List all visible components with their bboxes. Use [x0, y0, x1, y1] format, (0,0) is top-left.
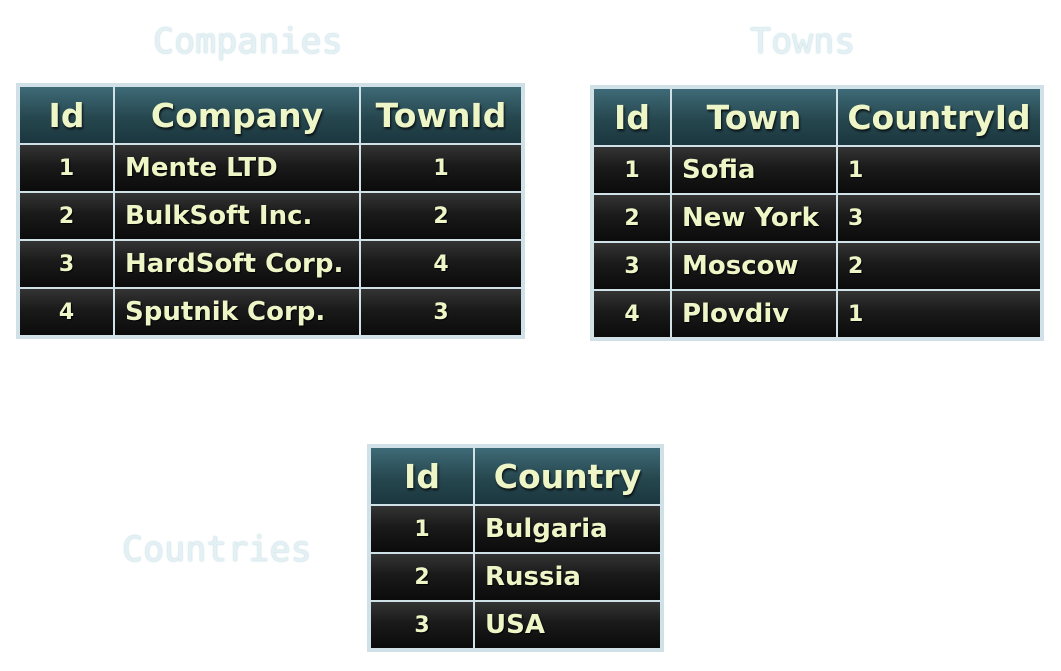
cell-id: 1: [592, 145, 672, 195]
table-row: 4 Plovdiv 1: [592, 289, 1042, 339]
cell-country: Bulgaria: [473, 504, 662, 554]
column-header-townid: TownId: [359, 85, 523, 145]
countries-table: Id Country 1 Bulgaria 2 Russia 3 USA: [369, 446, 662, 650]
cell-townid: 4: [359, 239, 523, 289]
cell-id: 2: [592, 193, 672, 243]
table-row: 1 Mente LTD 1: [18, 143, 523, 193]
table-header-row: Id Country: [369, 446, 662, 506]
companies-caption: Companies: [153, 22, 343, 62]
column-header-id: Id: [369, 446, 475, 506]
cell-townid: 2: [359, 191, 523, 241]
cell-id: 1: [18, 143, 115, 193]
column-header-town: Town: [670, 87, 838, 147]
cell-town: Sofia: [670, 145, 838, 195]
table-row: 1 Bulgaria: [369, 504, 662, 554]
cell-townid: 3: [359, 287, 523, 337]
column-header-id: Id: [592, 87, 672, 147]
cell-company: Mente LTD: [113, 143, 361, 193]
towns-table: Id Town CountryId 1 Sofia 1 2 New York 3…: [592, 87, 1042, 339]
column-header-id: Id: [18, 85, 115, 145]
cell-town: New York: [670, 193, 838, 243]
cell-company: BulkSoft Inc.: [113, 191, 361, 241]
cell-id: 1: [369, 504, 475, 554]
cell-id: 4: [592, 289, 672, 339]
table-row: 3 Moscow 2: [592, 241, 1042, 291]
table-row: 4 Sputnik Corp. 3: [18, 287, 523, 337]
table-row: 2 New York 3: [592, 193, 1042, 243]
table-row: 3 HardSoft Corp. 4: [18, 239, 523, 289]
cell-countryid: 1: [836, 289, 1042, 339]
cell-countryid: 2: [836, 241, 1042, 291]
cell-country: USA: [473, 600, 662, 650]
cell-town: Moscow: [670, 241, 838, 291]
cell-town: Plovdiv: [670, 289, 838, 339]
table-row: 2 BulkSoft Inc. 2: [18, 191, 523, 241]
table-header-row: Id Town CountryId: [592, 87, 1042, 147]
column-header-countryid: CountryId: [836, 87, 1042, 147]
cell-townid: 1: [359, 143, 523, 193]
table-header-row: Id Company TownId: [18, 85, 523, 145]
cell-id: 4: [18, 287, 115, 337]
towns-caption: Towns: [750, 22, 856, 62]
cell-id: 3: [592, 241, 672, 291]
cell-country: Russia: [473, 552, 662, 602]
column-header-country: Country: [473, 446, 662, 506]
cell-countryid: 1: [836, 145, 1042, 195]
cell-id: 2: [18, 191, 115, 241]
cell-id: 2: [369, 552, 475, 602]
cell-company: HardSoft Corp.: [113, 239, 361, 289]
cell-countryid: 3: [836, 193, 1042, 243]
cell-id: 3: [18, 239, 115, 289]
column-header-company: Company: [113, 85, 361, 145]
cell-id: 3: [369, 600, 475, 650]
table-row: 1 Sofia 1: [592, 145, 1042, 195]
cell-company: Sputnik Corp.: [113, 287, 361, 337]
companies-table: Id Company TownId 1 Mente LTD 1 2 BulkSo…: [18, 85, 523, 337]
table-row: 3 USA: [369, 600, 662, 650]
table-row: 2 Russia: [369, 552, 662, 602]
countries-caption: Countries: [122, 530, 312, 570]
